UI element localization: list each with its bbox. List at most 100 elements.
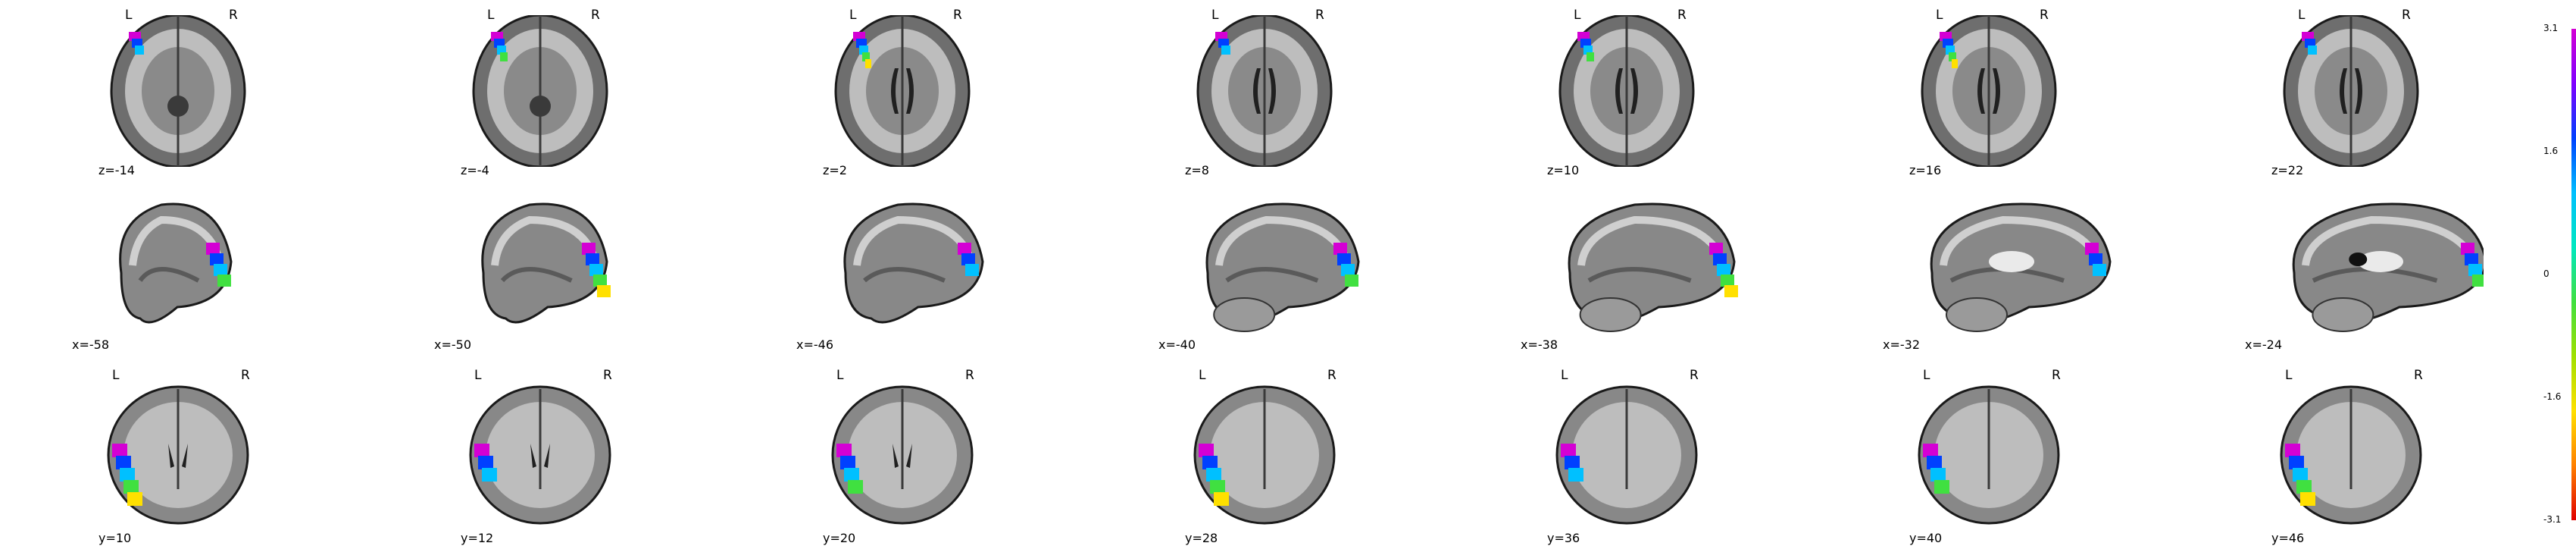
orientation-left-label: L bbox=[125, 8, 133, 23]
activation-blob bbox=[135, 46, 144, 55]
activation-blob bbox=[1568, 468, 1583, 482]
activation-blob bbox=[586, 253, 599, 265]
activation-blob bbox=[1923, 444, 1938, 457]
activation-blob bbox=[965, 264, 979, 276]
slice-coordinate-label: y=10 bbox=[98, 531, 132, 545]
slice-coordinate-label: x=-38 bbox=[1521, 337, 1558, 352]
sagittal-slice-panel: x=-40 bbox=[1158, 190, 1496, 360]
activation-blob bbox=[1210, 480, 1225, 494]
slice-coordinate-label: z=-4 bbox=[461, 163, 489, 177]
activation-blob bbox=[1565, 456, 1580, 469]
orientation-right-label: R bbox=[1677, 8, 1687, 23]
orientation-right-label: R bbox=[603, 368, 612, 383]
activation-blob bbox=[582, 243, 596, 255]
activation-blob bbox=[474, 444, 489, 457]
activation-blob bbox=[1927, 456, 1942, 469]
slice-coordinate-label: x=-50 bbox=[434, 337, 472, 352]
colorbar bbox=[2571, 29, 2576, 520]
activation-blob bbox=[123, 480, 139, 494]
activation-blob bbox=[120, 468, 135, 482]
activation-blob bbox=[210, 253, 224, 265]
axial-brain-image bbox=[1196, 15, 1333, 167]
activation-blob bbox=[1587, 52, 1594, 61]
slice-coordinate-label: z=10 bbox=[1547, 163, 1580, 177]
orientation-left-label: L bbox=[1211, 8, 1219, 23]
activation-blob bbox=[500, 52, 508, 61]
activation-blob bbox=[597, 285, 611, 297]
orientation-left-label: L bbox=[112, 368, 120, 383]
slice-coordinate-label: z=-14 bbox=[98, 163, 135, 177]
orientation-right-label: R bbox=[2040, 8, 2049, 23]
activation-blob bbox=[116, 456, 131, 469]
slice-coordinate-label: x=-32 bbox=[1883, 337, 1921, 352]
slice-coordinate-label: y=46 bbox=[2271, 531, 2305, 545]
slice-coordinate-label: z=16 bbox=[1909, 163, 1942, 177]
activation-blob bbox=[2085, 243, 2099, 255]
activation-blob bbox=[1345, 275, 1358, 287]
activation-blob bbox=[214, 264, 227, 276]
orientation-right-label: R bbox=[1327, 368, 1336, 383]
axial-brain-image bbox=[110, 15, 246, 167]
slice-coordinate-label: y=40 bbox=[1909, 531, 1943, 545]
coronal-brain-image bbox=[2280, 385, 2422, 525]
orientation-right-label: R bbox=[241, 368, 250, 383]
activation-blob bbox=[1206, 468, 1221, 482]
activation-blob bbox=[1337, 253, 1351, 265]
activation-blob bbox=[1561, 444, 1576, 457]
activation-blob bbox=[961, 253, 975, 265]
activation-blob bbox=[1199, 444, 1214, 457]
coronal-brain-image bbox=[1555, 385, 1698, 525]
activation-blob bbox=[589, 264, 603, 276]
sagittal-brain-image bbox=[1568, 202, 1738, 332]
slice-coordinate-label: x=-40 bbox=[1158, 337, 1196, 352]
sagittal-brain-image bbox=[119, 202, 233, 324]
sagittal-slice-panel: x=-50 bbox=[434, 190, 771, 360]
slice-coordinate-label: x=-46 bbox=[796, 337, 834, 352]
activation-blob bbox=[1934, 480, 1949, 494]
activation-blob bbox=[1214, 492, 1229, 506]
activation-blob bbox=[112, 444, 127, 457]
orientation-right-label: R bbox=[965, 368, 974, 383]
activation-blob bbox=[2461, 243, 2474, 255]
activation-blob bbox=[2465, 253, 2478, 265]
orientation-left-label: L bbox=[2298, 8, 2306, 23]
orientation-right-label: R bbox=[2402, 8, 2411, 23]
activation-blob bbox=[2293, 468, 2308, 482]
orientation-right-label: R bbox=[229, 8, 238, 23]
activation-blob bbox=[2308, 46, 2317, 55]
orientation-right-label: R bbox=[2414, 368, 2423, 383]
sagittal-slice-panel: x=-32 bbox=[1883, 190, 2220, 360]
activation-blob bbox=[840, 456, 855, 469]
slice-coordinate-label: z=2 bbox=[823, 163, 847, 177]
orientation-right-label: R bbox=[591, 8, 600, 23]
activation-blob bbox=[1724, 285, 1738, 297]
slice-coordinate-label: y=28 bbox=[1185, 531, 1218, 545]
slice-coordinate-label: y=36 bbox=[1547, 531, 1580, 545]
activation-blob bbox=[2300, 492, 2315, 506]
colorbar-tick-label: 1.6 bbox=[2543, 146, 2559, 156]
slice-coordinate-label: x=-58 bbox=[72, 337, 110, 352]
sagittal-slice-panel: x=-58 bbox=[72, 190, 409, 360]
sagittal-brain-image bbox=[1930, 202, 2112, 332]
slice-coordinate-label: y=12 bbox=[461, 531, 494, 545]
activation-blob bbox=[1952, 59, 1958, 68]
axial-brain-image bbox=[834, 15, 971, 167]
orientation-right-label: R bbox=[2052, 368, 2061, 383]
activation-blob bbox=[1341, 264, 1355, 276]
axial-brain-image bbox=[1921, 15, 2057, 167]
activation-blob bbox=[217, 275, 231, 287]
sagittal-brain-image bbox=[843, 202, 984, 324]
orientation-left-label: L bbox=[1936, 8, 1943, 23]
slice-coordinate-label: x=-24 bbox=[2245, 337, 2283, 352]
activation-blob bbox=[478, 456, 493, 469]
orientation-left-label: L bbox=[836, 368, 844, 383]
slice-coordinate-label: y=20 bbox=[823, 531, 856, 545]
